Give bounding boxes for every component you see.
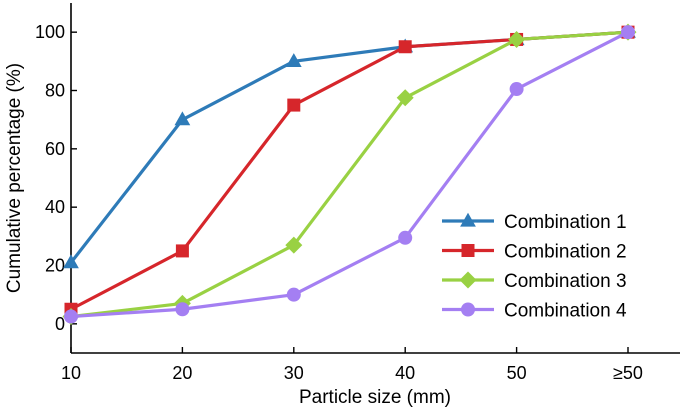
data-point <box>287 98 301 112</box>
data-point <box>398 230 413 245</box>
data-point <box>175 244 189 258</box>
series-line <box>70 30 629 319</box>
legend-item-3: Combination 3 <box>442 271 627 292</box>
data-point <box>396 89 414 107</box>
axes <box>70 3 680 354</box>
y-ticks: 0 20 40 60 80 100 <box>35 22 77 334</box>
data-point <box>508 30 526 48</box>
y-tick-label: 60 <box>45 139 65 159</box>
legend-item-4: Combination 4 <box>442 301 627 322</box>
y-tick-label: 0 <box>55 314 65 334</box>
series-layer <box>62 23 637 326</box>
legend-label: Combination 2 <box>504 242 627 263</box>
y-tick-label: 100 <box>35 22 65 42</box>
x-tick-label: 20 <box>172 363 192 383</box>
data-point <box>285 236 303 254</box>
y-axis-label: Cumulative percentage (%) <box>4 63 25 293</box>
data-point <box>285 53 302 67</box>
series-4 <box>64 25 635 324</box>
legend-label: Combination 1 <box>504 212 627 233</box>
legend-marker <box>459 271 477 289</box>
legend: Combination 1 Combination 2 Combination 3 C… <box>442 212 627 322</box>
legend-item-1: Combination 1 <box>442 212 627 233</box>
data-point <box>63 254 79 269</box>
data-point <box>509 82 524 97</box>
data-point <box>174 111 191 126</box>
data-point <box>398 40 412 54</box>
y-tick-label: 80 <box>45 81 65 101</box>
legend-label: Combination 4 <box>504 301 627 322</box>
data-point <box>621 25 635 40</box>
x-tick-label: 50 <box>507 363 527 383</box>
x-tick-label: ≥50 <box>613 363 643 383</box>
legend-label: Combination 3 <box>504 271 627 292</box>
y-tick-label: 40 <box>45 197 65 217</box>
data-point <box>64 309 78 324</box>
x-tick-label: 30 <box>284 363 304 383</box>
series-line <box>70 30 629 319</box>
data-point <box>286 287 301 302</box>
x-ticks: 10 20 30 40 50 ≥50 <box>61 347 643 383</box>
data-point <box>175 302 190 317</box>
legend-marker <box>460 212 476 227</box>
x-tick-label: 40 <box>395 363 415 383</box>
x-axis-label: Particle size (mm) <box>299 387 451 408</box>
legend-marker <box>461 244 475 257</box>
x-tick-label: 10 <box>61 363 81 383</box>
legend-item-2: Combination 2 <box>442 242 627 263</box>
legend-marker <box>461 302 475 317</box>
y-tick-label: 20 <box>45 256 65 276</box>
